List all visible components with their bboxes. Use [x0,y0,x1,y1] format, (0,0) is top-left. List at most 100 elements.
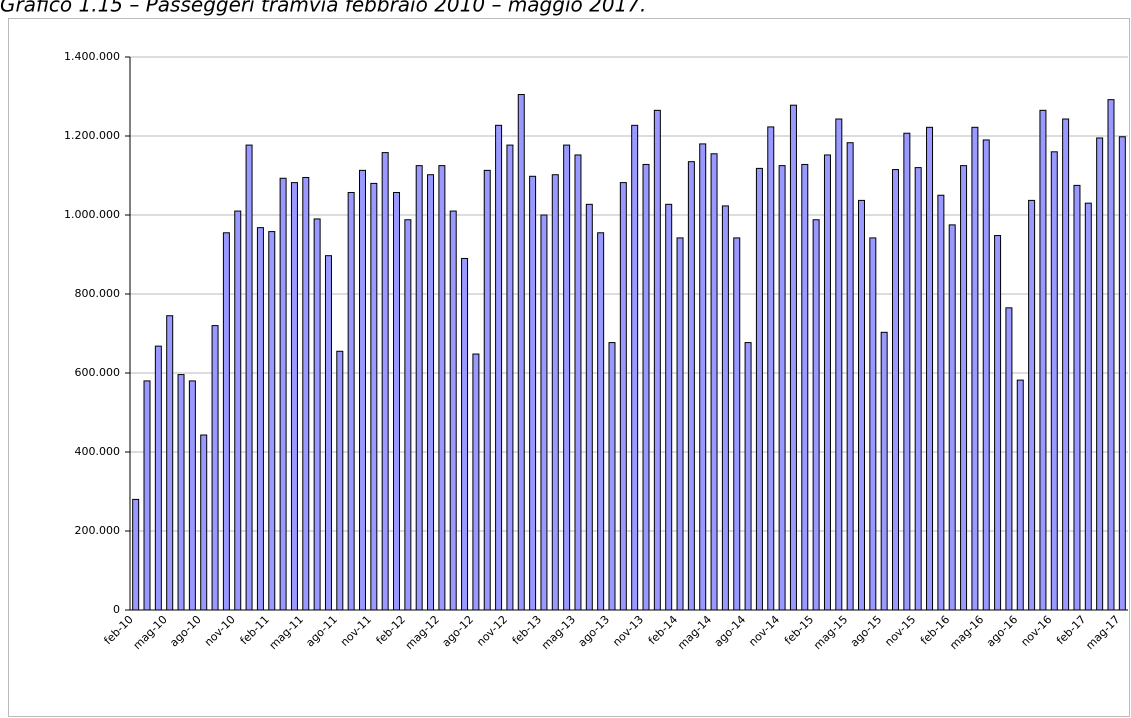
bar [336,350,344,611]
x-tick-label: nov-10 [202,613,238,649]
bar [551,174,559,611]
bar [608,342,616,611]
bar [427,174,435,611]
x-tick-label: nov-13 [610,613,646,649]
x-tick-label: mag-15 [811,613,850,652]
bar [370,182,378,611]
bar [177,374,185,611]
chart-title: Grafico 1.15 – Passeggeri tramvia febbra… [0,0,646,17]
bar [154,345,162,611]
bar [971,126,979,611]
bar [358,169,366,611]
y-tick-label: 800.000 [75,287,121,300]
x-tick-label: ago-14 [712,613,749,650]
bar [313,218,321,611]
x-tick-label: mag-17 [1083,613,1122,652]
y-tick-label: 400.000 [75,445,121,458]
bar [1107,99,1115,611]
x-tick-label: mag-16 [947,613,986,652]
x-tick-label: ago-13 [576,613,613,650]
bar [302,176,310,611]
bar [642,163,650,611]
bar [563,144,571,611]
bar [857,199,865,611]
bar [835,118,843,611]
bar [823,154,831,611]
bar [268,231,276,611]
bar [710,153,718,611]
bar [200,434,208,611]
bar [789,104,797,611]
bar [404,219,412,611]
bar [733,237,741,611]
chart-frame [8,18,1130,717]
bar [574,154,582,611]
x-tick-label: nov-11 [338,613,374,649]
x-tick-label: mag-14 [675,613,714,652]
x-tick-label: mag-10 [131,613,170,652]
bar [892,169,900,611]
bar [948,224,956,611]
bar [653,109,661,611]
x-tick-label: nov-12 [474,613,510,649]
bar [846,142,854,611]
bar [1050,151,1058,611]
x-tick-label: ago-16 [984,613,1021,650]
bar [438,165,446,611]
bar [1118,136,1126,611]
x-tick-label: ago-12 [440,613,477,650]
bar [449,210,457,611]
bar [461,257,469,611]
x-tick-label: mag-11 [267,613,306,652]
bar [211,325,219,611]
bar [597,232,605,611]
bar [415,165,423,611]
bar [665,203,673,611]
bar [1028,199,1036,611]
bar [1005,307,1013,611]
bar [699,143,707,611]
x-tick-label: nov-16 [1018,613,1054,649]
y-tick-label: 1.400.000 [64,50,120,63]
bar [778,165,786,611]
y-tick-label: 200.000 [75,524,121,537]
bar [631,124,639,611]
bar [926,126,934,611]
bar [755,167,763,611]
bar [143,380,151,611]
bar [801,163,809,611]
x-tick-label: mag-13 [539,613,578,652]
x-tick-label: ago-10 [167,613,204,650]
bar [347,191,355,611]
bar [506,144,514,611]
bar [1096,137,1104,611]
bar [256,227,264,611]
y-tick-label: 0 [113,603,120,616]
bar [812,219,820,611]
bar [619,182,627,611]
bar [744,342,752,611]
bar [937,194,945,611]
bar [721,205,729,611]
bar [1016,379,1024,611]
bar [914,167,922,611]
bar [324,255,332,611]
bar [529,175,537,611]
bar [166,315,174,611]
bar [245,144,253,611]
bar [585,203,593,611]
bar [767,126,775,611]
bar [1062,118,1070,611]
bar [903,132,911,611]
bar [1039,109,1047,611]
bar [234,210,242,611]
bar [517,94,525,611]
bar [687,161,695,611]
bar [1073,184,1081,611]
bar [960,165,968,611]
bar [676,237,684,611]
bar [1084,202,1092,611]
bar [540,214,548,611]
bar [495,124,503,611]
